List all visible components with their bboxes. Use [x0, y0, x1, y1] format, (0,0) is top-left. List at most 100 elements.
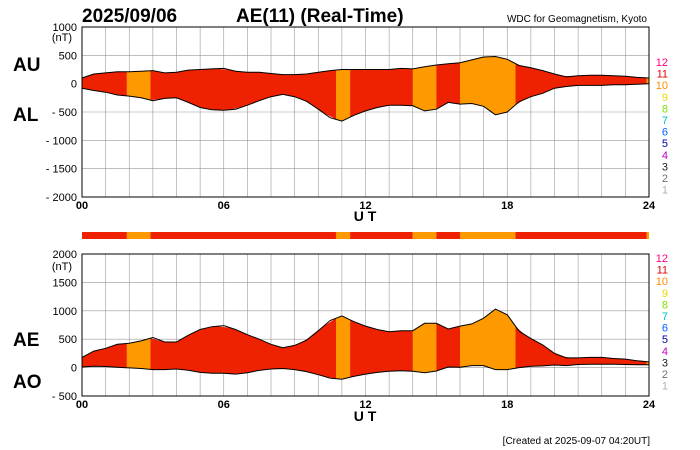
ae-ao-xtick-label: 12: [359, 399, 371, 411]
au-al-fill-segment: [412, 65, 437, 111]
station-legend-label: 3: [662, 161, 668, 173]
station-count-timeline: [82, 232, 649, 239]
chart-date: 2025/09/06: [82, 6, 177, 27]
au-al-fill-segment: [646, 77, 649, 84]
ae-ao-fill-segment: [646, 361, 649, 365]
ae-ao-ytick-label: 500: [59, 334, 77, 346]
ae-ao-fill-segment: [460, 309, 516, 370]
station-legend-label: 2: [662, 173, 668, 185]
au-al-fill-segment: [436, 62, 460, 110]
station-legend-label: 1: [662, 381, 668, 393]
ae-ao-fill-segment: [515, 326, 647, 369]
station-legend-label: 4: [662, 150, 668, 162]
ae-ao-fill-segment: [126, 338, 151, 370]
x-axis-title-top: U T: [354, 208, 377, 224]
au-al-ytick-label: 0: [71, 79, 77, 91]
created-timestamp: [Created at 2025-09-07 04:20UT]: [503, 436, 651, 447]
timeline-segment: [82, 232, 127, 239]
chart-title: AE(11) (Real-Time): [236, 6, 404, 27]
au-al-fill-segment: [150, 68, 336, 120]
station-legend-label: 8: [662, 299, 668, 311]
ae-ao-fill-segment: [436, 323, 460, 371]
au-al-fill-segment: [126, 70, 151, 101]
au-al-ytick-label: - 1500: [46, 164, 77, 176]
au-al-frame: [81, 26, 650, 198]
ae-ao-xtick-label: 00: [76, 399, 88, 411]
au-al-ytick-label: - 2000: [46, 192, 77, 204]
ae-ao-xtick-label: 24: [643, 399, 656, 411]
series-label-al: AL: [13, 105, 39, 126]
timeline-segment: [515, 232, 647, 239]
au-al-xtick-label: 24: [643, 200, 656, 212]
station-legend-label: 5: [662, 138, 668, 150]
ae-ao-frame: [81, 253, 650, 397]
station-legend-label: 12: [656, 253, 668, 265]
au-al-ytick-label: - 1000: [46, 135, 77, 147]
series-label-ao: AO: [13, 372, 42, 393]
ae-ao-fill-segment: [82, 343, 127, 368]
station-legend-label: 8: [662, 103, 668, 115]
au-al-fill-segment: [460, 56, 516, 115]
ae-ao-xtick-label: 06: [218, 399, 230, 411]
ae-ao-ytick-label: 1500: [53, 277, 77, 289]
station-legend-label: 10: [656, 276, 668, 288]
station-legend-label: 10: [656, 80, 668, 92]
ae-ao-upper-line: [81, 308, 650, 363]
series-label-au: AU: [13, 55, 40, 76]
station-legend-label: 5: [662, 334, 668, 346]
timeline-segment: [646, 232, 649, 239]
au-al-fill-segment: [82, 71, 127, 96]
station-legend-label: 11: [657, 69, 668, 81]
station-legend-label: 7: [662, 115, 668, 127]
station-legend-label: 11: [657, 265, 668, 277]
ae-ao-fill-segment: [350, 319, 413, 378]
timeline-segment: [335, 232, 351, 239]
au-al-xtick-label: 12: [359, 200, 371, 212]
station-legend-label: 9: [662, 288, 668, 300]
timeline-segment: [126, 232, 151, 239]
au-al-fill-segment: [515, 63, 647, 105]
ae-ao-ytick-label: 2000: [53, 249, 77, 261]
station-legend-label: 9: [662, 92, 668, 104]
timeline-segment: [350, 232, 413, 239]
ae-ao-ytick-label: - 500: [52, 391, 77, 403]
ae-ao-xtick-label: 18: [501, 399, 513, 411]
station-legend-label: 7: [662, 311, 668, 323]
station-legend-label: 6: [662, 127, 668, 139]
unit-label-bottom: (nT): [52, 261, 72, 273]
station-legend-label: 12: [656, 57, 668, 69]
au-al-xtick-label: 06: [218, 200, 230, 212]
au-al-fill-segment: [336, 69, 351, 121]
station-legend-label: 3: [662, 357, 668, 369]
au-al-ytick-label: - 500: [52, 107, 77, 119]
au-al-lower-line: [81, 83, 650, 122]
timeline-segment: [436, 232, 460, 239]
ae-ao-ytick-label: 0: [71, 363, 77, 375]
au-al-ytick-label: 1000: [53, 22, 77, 34]
series-label-ae: AE: [13, 330, 39, 351]
au-al-ytick-label: 500: [59, 50, 77, 62]
station-legend-label: 2: [662, 369, 668, 381]
station-legend-label: 4: [662, 346, 668, 358]
au-al-xtick-label: 18: [501, 200, 513, 212]
x-axis-title-bottom: U T: [354, 408, 377, 424]
station-legend-label: 1: [662, 185, 668, 197]
unit-label-top: (nT): [52, 32, 72, 44]
ae-ao-fill-segment: [412, 323, 437, 373]
ae-ao-ytick-label: 1000: [53, 306, 77, 318]
station-legend-label: 6: [662, 323, 668, 335]
ae-ao-lower-line: [81, 363, 649, 380]
ae-ao-fill-segment: [150, 318, 336, 379]
timeline-segment: [150, 232, 336, 239]
au-al-upper-line: [81, 55, 650, 79]
timeline-segment: [412, 232, 437, 239]
data-source: WDC for Geomagnetism, Kyoto: [507, 14, 647, 25]
au-al-xtick-label: 00: [76, 200, 88, 212]
ae-ao-fill-segment: [336, 316, 351, 380]
timeline-segment: [460, 232, 516, 239]
